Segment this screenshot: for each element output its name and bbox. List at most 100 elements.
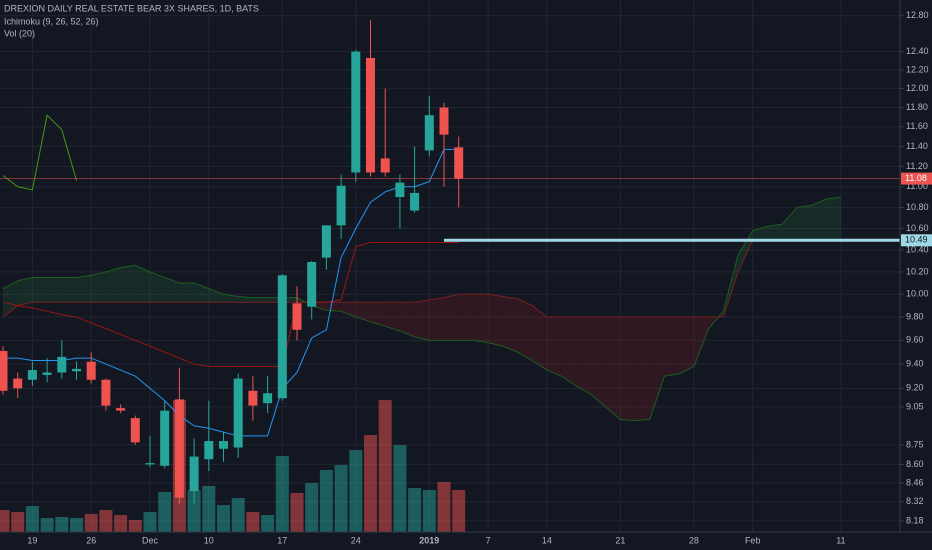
- y-tick-label: 12.80: [906, 10, 929, 20]
- y-tick-label: 8.32: [906, 496, 924, 506]
- candle-body: [116, 408, 126, 411]
- volume-bar: [0, 510, 10, 532]
- volume-bar: [261, 515, 275, 532]
- volume-bar: [99, 510, 113, 532]
- cloud-fill: [47, 277, 62, 303]
- cloud-fill: [502, 296, 518, 353]
- x-tick-label: 17: [277, 535, 287, 545]
- volume-bar: [128, 520, 142, 532]
- volume-bar: [349, 450, 363, 532]
- cloud-fill: [164, 277, 180, 303]
- y-tick-label: 8.60: [906, 459, 924, 469]
- y-tick-label: 10.60: [906, 223, 929, 233]
- x-tick-label: 11: [836, 535, 845, 545]
- chart-title: DREXION DAILY REAL ESTATE BEAR 3X SHARES…: [4, 3, 259, 13]
- candle-body: [410, 192, 420, 211]
- candle-body: [454, 147, 464, 179]
- candle-body: [86, 361, 96, 380]
- x-tick-label: 19: [27, 535, 37, 545]
- hline-label: 10.49: [905, 235, 928, 245]
- candle-body: [366, 57, 375, 173]
- y-tick-label: 12.40: [906, 46, 929, 56]
- volume-bar: [158, 492, 172, 532]
- volume-bar: [364, 435, 377, 532]
- volume-bar: [25, 506, 39, 532]
- indicator-label: Vol (20): [4, 28, 35, 38]
- cloud-fill: [61, 277, 77, 303]
- x-tick-label: 2019: [419, 535, 439, 545]
- cloud-fill: [796, 205, 812, 241]
- cloud-fill: [414, 299, 430, 341]
- y-tick-label: 9.80: [906, 311, 924, 321]
- candle-body: [395, 182, 405, 198]
- volume-bar: [143, 512, 157, 532]
- candle-body: [72, 368, 81, 372]
- cloud-fill: [150, 271, 165, 303]
- x-tick-label: 26: [86, 535, 96, 545]
- x-tick-label: 21: [615, 535, 625, 545]
- candle-body: [263, 393, 273, 404]
- candle-body: [101, 379, 111, 406]
- volume-bar: [393, 445, 407, 532]
- candle-body: [336, 185, 346, 226]
- cloud-fill: [355, 302, 371, 322]
- cloud-fill: [488, 294, 503, 347]
- candle-body: [13, 378, 23, 389]
- candle-body: [424, 115, 434, 151]
- volume-bar: [305, 483, 319, 532]
- span_b-line: [2, 239, 841, 318]
- cloud-fill: [517, 298, 533, 361]
- y-tick-label: 11.20: [906, 161, 928, 171]
- candle-body: [160, 410, 170, 466]
- volume-bar: [319, 470, 333, 532]
- cloud-fill: [32, 277, 48, 303]
- candle-body: [321, 225, 331, 258]
- lagging-line: [2, 114, 77, 191]
- last-price-box: [901, 172, 932, 185]
- y-tick-label: 12.20: [906, 64, 929, 74]
- candle-body: [0, 350, 8, 391]
- tenkan-line: [3, 148, 459, 437]
- y-tick-label: 10.20: [906, 266, 929, 276]
- x-tick-label: Feb: [745, 535, 761, 545]
- cloud-fill: [370, 302, 386, 327]
- cloud-fill: [429, 297, 444, 341]
- cloud-fill: [605, 317, 621, 420]
- y-tick-label: 9.20: [906, 383, 924, 393]
- cloud-fill: [473, 294, 489, 343]
- cloud-fill: [341, 302, 356, 318]
- cloud-fill: [76, 275, 92, 303]
- cloud-fill: [811, 199, 827, 241]
- cloud-fill: [399, 302, 415, 337]
- cloud-fill: [458, 294, 474, 341]
- span_a-line: [2, 196, 841, 422]
- y-tick-label: 10.00: [906, 289, 929, 299]
- x-tick-label: Dec: [142, 535, 159, 545]
- candle-body: [233, 378, 243, 448]
- volume-bar: [55, 517, 69, 532]
- candle-body: [248, 390, 258, 406]
- volume-bar: [334, 465, 348, 532]
- volume-bar: [246, 512, 260, 532]
- hline-box: [901, 234, 932, 247]
- volume-bar: [187, 490, 201, 532]
- candle-body: [307, 262, 317, 307]
- candle-body: [174, 399, 184, 498]
- y-tick-label: 11.60: [906, 121, 928, 131]
- cloud-fill: [664, 317, 680, 377]
- y-tick-label: 9.60: [906, 335, 924, 345]
- candle-body: [57, 356, 67, 373]
- cloud-fill: [561, 317, 577, 386]
- cloud-fill: [532, 305, 547, 371]
- cloud-fill: [135, 265, 150, 303]
- cloud-fill: [767, 224, 783, 241]
- cloud-fill: [252, 297, 268, 303]
- cloud-fill: [649, 317, 665, 420]
- cloud-fill: [635, 317, 650, 421]
- candle-body: [145, 463, 155, 465]
- volume-bar: [217, 505, 230, 532]
- candle-body: [380, 158, 390, 173]
- cloud-fill: [194, 283, 209, 303]
